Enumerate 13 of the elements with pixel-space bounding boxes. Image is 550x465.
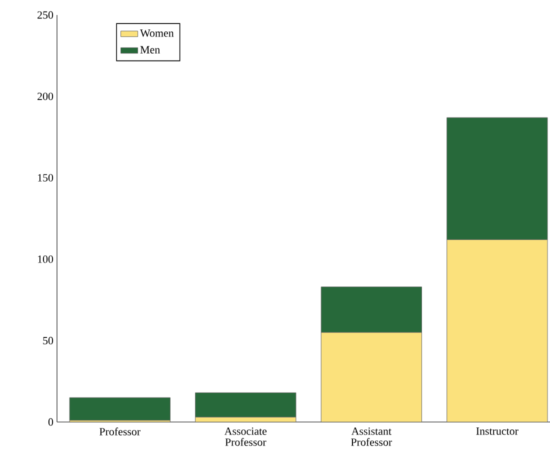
bar xyxy=(69,397,170,421)
y-tick-label: 50 xyxy=(43,336,54,344)
y-tick-label: 0 xyxy=(48,418,54,426)
legend-label: Women xyxy=(140,30,174,37)
x-tick-label: Associate Professor xyxy=(224,428,267,446)
x-tick-label: Professor xyxy=(99,428,140,436)
x-tick-label: Instructor xyxy=(476,428,518,435)
legend-label: Men xyxy=(140,46,160,54)
y-tick-label: 100 xyxy=(38,256,54,263)
x-tick-label: Assistant Professor xyxy=(351,428,392,446)
y-tick-label: 250 xyxy=(38,11,54,19)
y-tick-label: 200 xyxy=(38,92,54,100)
y-tick-label: 150 xyxy=(38,174,54,182)
